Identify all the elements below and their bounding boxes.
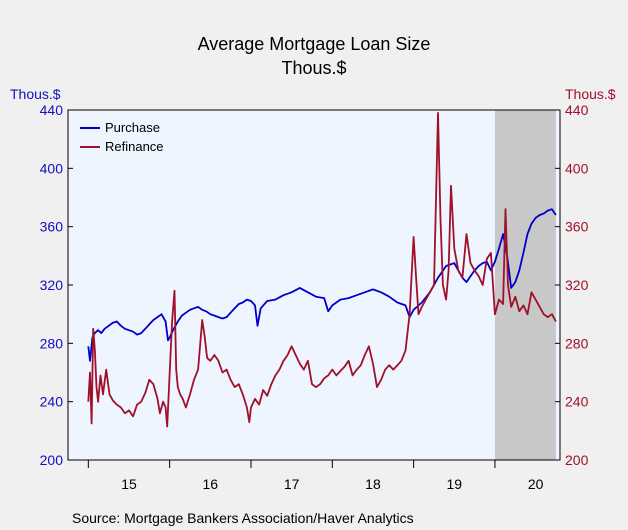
left-axis-tick-labels: 200 240 280 320 360 400 440 (40, 102, 64, 468)
x-tick-label: 19 (446, 476, 462, 492)
y-tick-label-left: 240 (40, 394, 64, 410)
y-tick-label-right: 280 (565, 335, 589, 351)
y-tick-label-left: 360 (40, 219, 64, 235)
legend: Purchase Refinance (80, 120, 164, 154)
y-tick-label-left: 400 (40, 160, 64, 176)
y-tick-label-right: 200 (565, 452, 589, 468)
source-note: Source: Mortgage Bankers Association/Hav… (72, 510, 414, 526)
y-tick-label-left: 280 (40, 335, 64, 351)
x-tick-label: 18 (365, 476, 381, 492)
x-axis-tick-labels: 15 16 17 18 19 20 (121, 476, 543, 492)
legend-label-purchase: Purchase (105, 120, 160, 135)
right-axis-unit: Thous.$ (565, 86, 616, 102)
chart-subtitle: Thous.$ (281, 58, 346, 78)
x-tick-label: 20 (528, 476, 544, 492)
series-line-purchase (87, 208, 557, 362)
x-tick-label: 15 (121, 476, 137, 492)
y-tick-label-right: 320 (565, 277, 589, 293)
y-tick-label-right: 400 (565, 160, 589, 176)
y-tick-label-right: 440 (565, 102, 589, 118)
axis-ticks (68, 109, 560, 468)
series-line-refinance (87, 112, 557, 428)
right-axis-tick-labels: 200 240 280 320 360 400 440 (565, 102, 589, 468)
plot-frame (67, 109, 561, 461)
x-tick-label: 17 (284, 476, 300, 492)
x-tick-label: 16 (203, 476, 219, 492)
y-tick-label-right: 240 (565, 394, 589, 410)
series-lines (87, 112, 557, 428)
y-tick-label-left: 320 (40, 277, 64, 293)
chart-title: Average Mortgage Loan Size (198, 34, 431, 54)
y-tick-label-left: 200 (40, 452, 64, 468)
y-tick-label-left: 440 (40, 102, 64, 118)
legend-label-refinance: Refinance (105, 139, 164, 154)
y-tick-label-right: 360 (565, 219, 589, 235)
left-axis-unit: Thous.$ (10, 86, 61, 102)
shaded-region (494, 110, 556, 460)
plot-area (68, 110, 560, 460)
